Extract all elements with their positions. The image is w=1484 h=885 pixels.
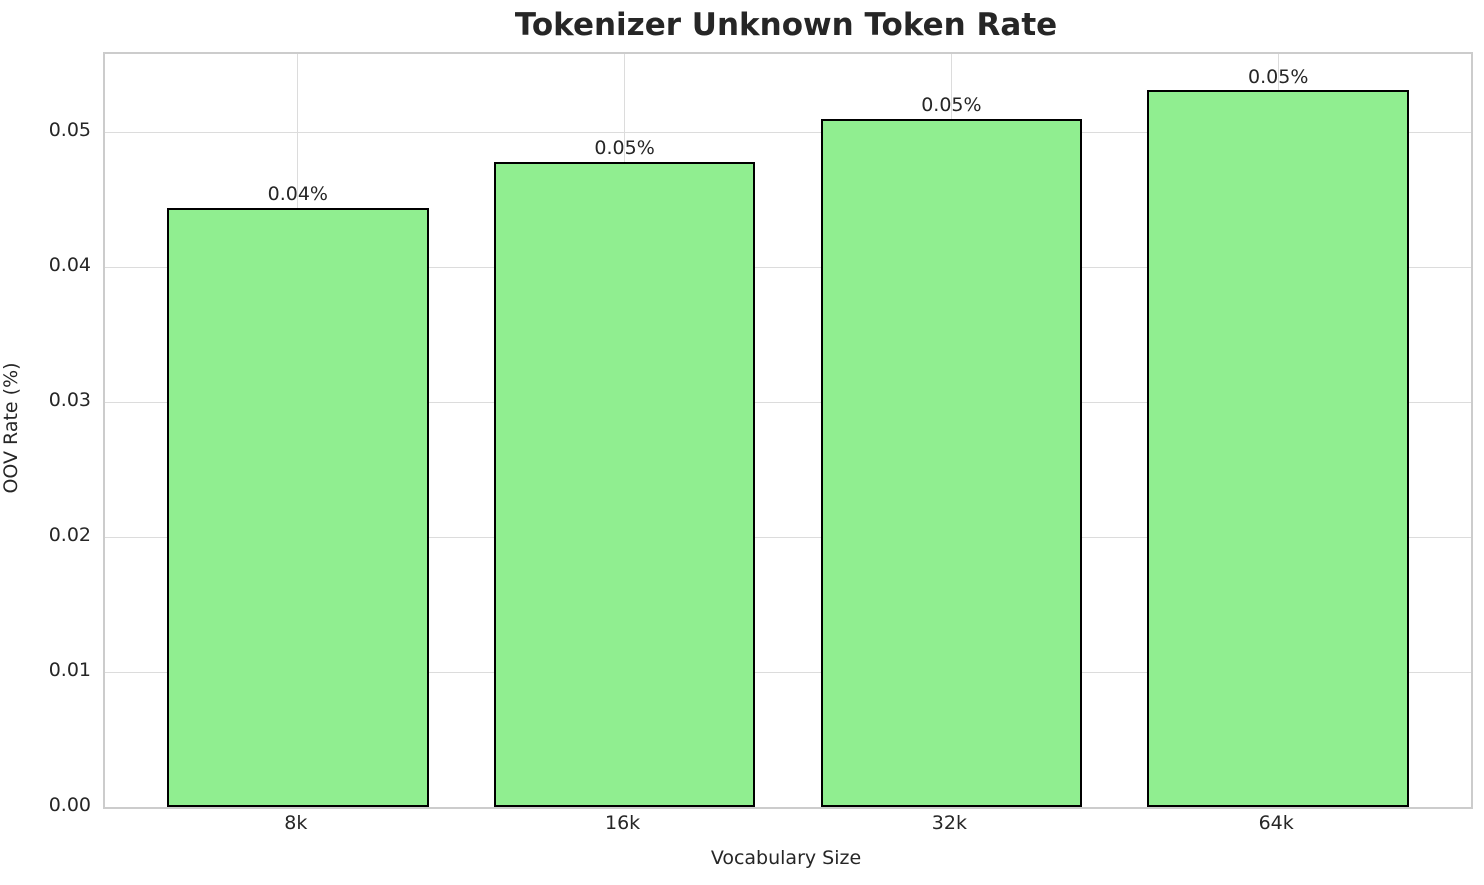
y-tick-label: 0.03 [48, 389, 91, 412]
y-tick-labels: 0.00 0.01 0.02 0.03 0.04 0.05 [0, 52, 91, 816]
bar-32k [820, 118, 1083, 807]
bar-64k [1147, 90, 1409, 807]
x-tick-label: 64k [1258, 812, 1294, 834]
y-tick-label: 0.05 [48, 119, 91, 142]
x-axis-label: Vocabulary Size [710, 847, 862, 869]
bar-8k [167, 207, 429, 807]
bar-value-label: 0.05% [1248, 65, 1309, 88]
x-tick-labels: 8k 16k 32k 64k [103, 812, 1469, 838]
x-tick-label: 8k [284, 812, 308, 834]
gridline-horizontal [105, 131, 1471, 133]
gridline-horizontal [105, 671, 1471, 673]
x-tick-label: 16k [605, 812, 641, 834]
gridline-horizontal [105, 401, 1471, 403]
y-tick-label: 0.01 [48, 659, 91, 682]
y-tick-label: 0.00 [48, 794, 91, 816]
bar-16k [493, 161, 756, 807]
y-tick-label: 0.02 [48, 524, 91, 547]
bar-value-label: 0.04% [267, 182, 328, 205]
gridline-horizontal [105, 536, 1471, 538]
chart-title: Tokenizer Unknown Token Rate [514, 7, 1058, 43]
y-tick-label: 0.04 [48, 254, 91, 277]
bar-value-label: 0.05% [921, 93, 982, 116]
x-tick-label: 32k [931, 812, 967, 834]
plot-area: 0.04% 0.05% 0.05% 0.05% [103, 52, 1473, 809]
bar-value-label: 0.05% [594, 137, 655, 160]
gridline-horizontal [105, 266, 1471, 268]
